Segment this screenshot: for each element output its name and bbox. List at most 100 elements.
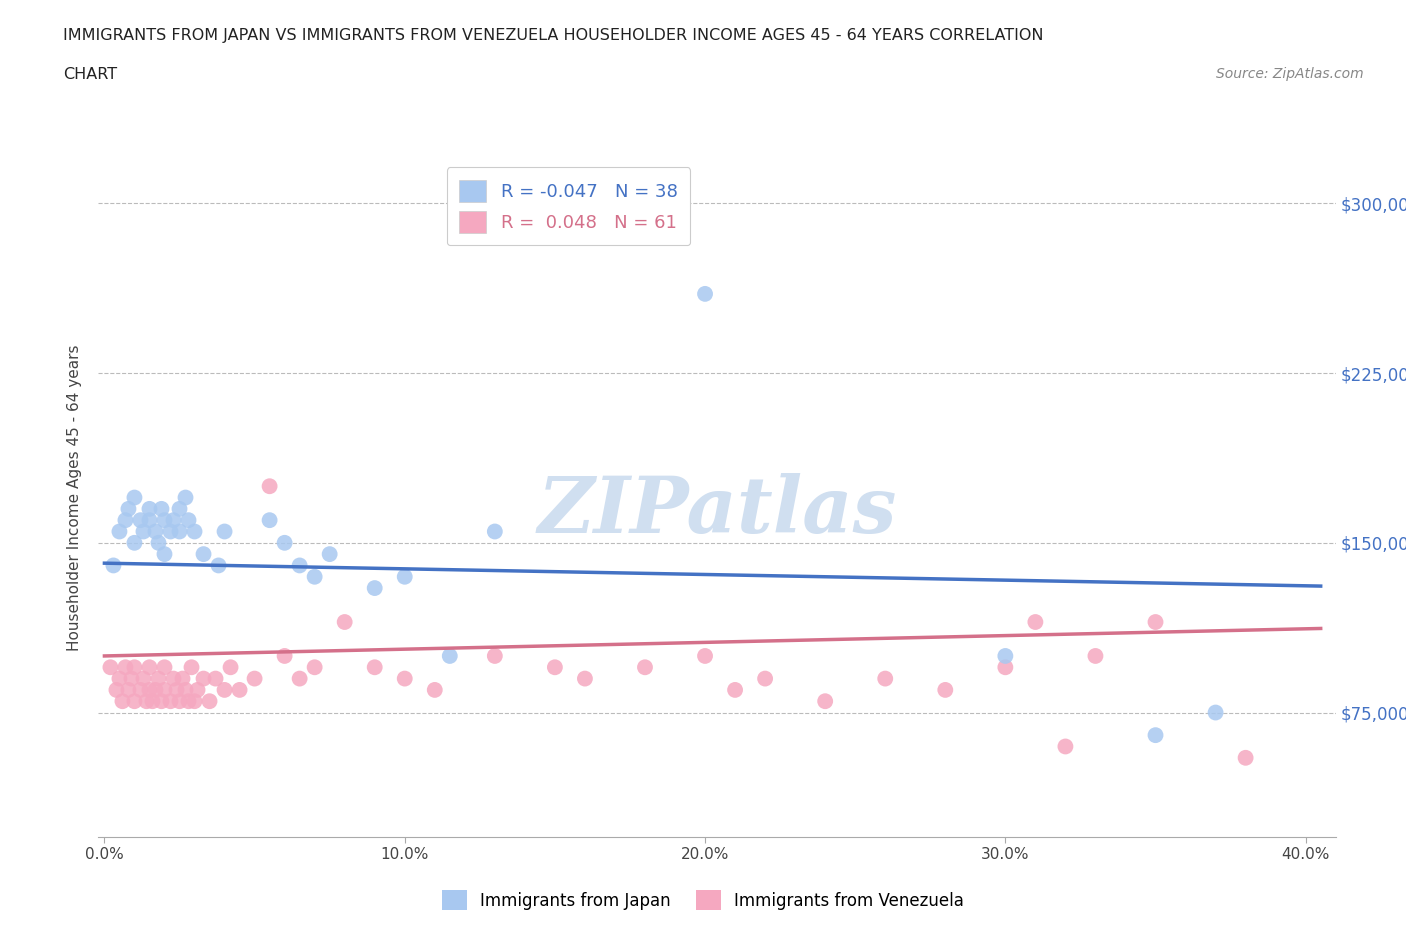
Point bbox=[103, 558, 125, 573]
Point bbox=[120, 671, 142, 686]
Point bbox=[180, 660, 202, 675]
Point bbox=[153, 547, 176, 562]
Point bbox=[135, 694, 157, 709]
Point bbox=[162, 671, 184, 686]
Point bbox=[574, 671, 596, 686]
Point bbox=[153, 512, 176, 527]
Point bbox=[243, 671, 266, 686]
Point bbox=[814, 694, 837, 709]
Point bbox=[693, 648, 716, 663]
Point bbox=[183, 525, 205, 539]
Point bbox=[875, 671, 897, 686]
Point bbox=[186, 683, 208, 698]
Point bbox=[138, 501, 160, 516]
Point bbox=[288, 671, 311, 686]
Point bbox=[994, 660, 1017, 675]
Point bbox=[100, 660, 122, 675]
Point bbox=[484, 648, 506, 663]
Point bbox=[724, 683, 747, 698]
Point bbox=[423, 683, 446, 698]
Point bbox=[129, 683, 152, 698]
Point bbox=[934, 683, 956, 698]
Point bbox=[124, 536, 146, 551]
Point bbox=[148, 536, 170, 551]
Point bbox=[124, 490, 146, 505]
Point bbox=[111, 694, 134, 709]
Point bbox=[114, 660, 136, 675]
Point bbox=[439, 648, 461, 663]
Point bbox=[174, 490, 197, 505]
Point bbox=[1054, 739, 1077, 754]
Point bbox=[169, 501, 191, 516]
Point bbox=[754, 671, 776, 686]
Point bbox=[159, 525, 181, 539]
Point bbox=[124, 660, 146, 675]
Point bbox=[150, 694, 173, 709]
Point bbox=[153, 660, 176, 675]
Point bbox=[129, 512, 152, 527]
Point bbox=[193, 547, 215, 562]
Point bbox=[204, 671, 226, 686]
Point bbox=[364, 580, 387, 595]
Point bbox=[132, 671, 155, 686]
Point bbox=[318, 547, 340, 562]
Point bbox=[304, 660, 326, 675]
Point bbox=[693, 286, 716, 301]
Point bbox=[304, 569, 326, 584]
Point bbox=[228, 683, 250, 698]
Point bbox=[544, 660, 567, 675]
Point bbox=[177, 694, 200, 709]
Point bbox=[145, 525, 167, 539]
Y-axis label: Householder Income Ages 45 - 64 years: Householder Income Ages 45 - 64 years bbox=[67, 344, 83, 651]
Point bbox=[1234, 751, 1257, 765]
Point bbox=[1084, 648, 1107, 663]
Point bbox=[159, 694, 181, 709]
Point bbox=[288, 558, 311, 573]
Point bbox=[333, 615, 356, 630]
Point bbox=[124, 694, 146, 709]
Point bbox=[169, 525, 191, 539]
Point bbox=[273, 648, 295, 663]
Text: Source: ZipAtlas.com: Source: ZipAtlas.com bbox=[1216, 67, 1364, 81]
Point bbox=[117, 683, 139, 698]
Point bbox=[138, 512, 160, 527]
Point bbox=[207, 558, 229, 573]
Point bbox=[394, 569, 416, 584]
Legend: R = -0.047   N = 38, R =  0.048   N = 61: R = -0.047 N = 38, R = 0.048 N = 61 bbox=[447, 167, 690, 246]
Point bbox=[114, 512, 136, 527]
Point bbox=[108, 525, 131, 539]
Point bbox=[219, 660, 242, 675]
Text: CHART: CHART bbox=[63, 67, 117, 82]
Point bbox=[484, 525, 506, 539]
Point bbox=[148, 671, 170, 686]
Point bbox=[138, 683, 160, 698]
Point bbox=[145, 683, 167, 698]
Point bbox=[166, 683, 188, 698]
Point bbox=[394, 671, 416, 686]
Point bbox=[214, 683, 236, 698]
Point bbox=[183, 694, 205, 709]
Point bbox=[177, 512, 200, 527]
Point bbox=[153, 683, 176, 698]
Point bbox=[1144, 615, 1167, 630]
Text: IMMIGRANTS FROM JAPAN VS IMMIGRANTS FROM VENEZUELA HOUSEHOLDER INCOME AGES 45 - : IMMIGRANTS FROM JAPAN VS IMMIGRANTS FROM… bbox=[63, 28, 1043, 43]
Text: ZIPatlas: ZIPatlas bbox=[537, 472, 897, 550]
Point bbox=[172, 671, 194, 686]
Legend: Immigrants from Japan, Immigrants from Venezuela: Immigrants from Japan, Immigrants from V… bbox=[436, 884, 970, 917]
Point bbox=[150, 501, 173, 516]
Point bbox=[162, 512, 184, 527]
Point bbox=[141, 694, 163, 709]
Point bbox=[198, 694, 221, 709]
Point bbox=[259, 479, 281, 494]
Point bbox=[108, 671, 131, 686]
Point bbox=[273, 536, 295, 551]
Point bbox=[169, 694, 191, 709]
Point bbox=[132, 525, 155, 539]
Point bbox=[138, 660, 160, 675]
Point bbox=[634, 660, 657, 675]
Point bbox=[193, 671, 215, 686]
Point bbox=[174, 683, 197, 698]
Point bbox=[259, 512, 281, 527]
Point bbox=[214, 525, 236, 539]
Point bbox=[364, 660, 387, 675]
